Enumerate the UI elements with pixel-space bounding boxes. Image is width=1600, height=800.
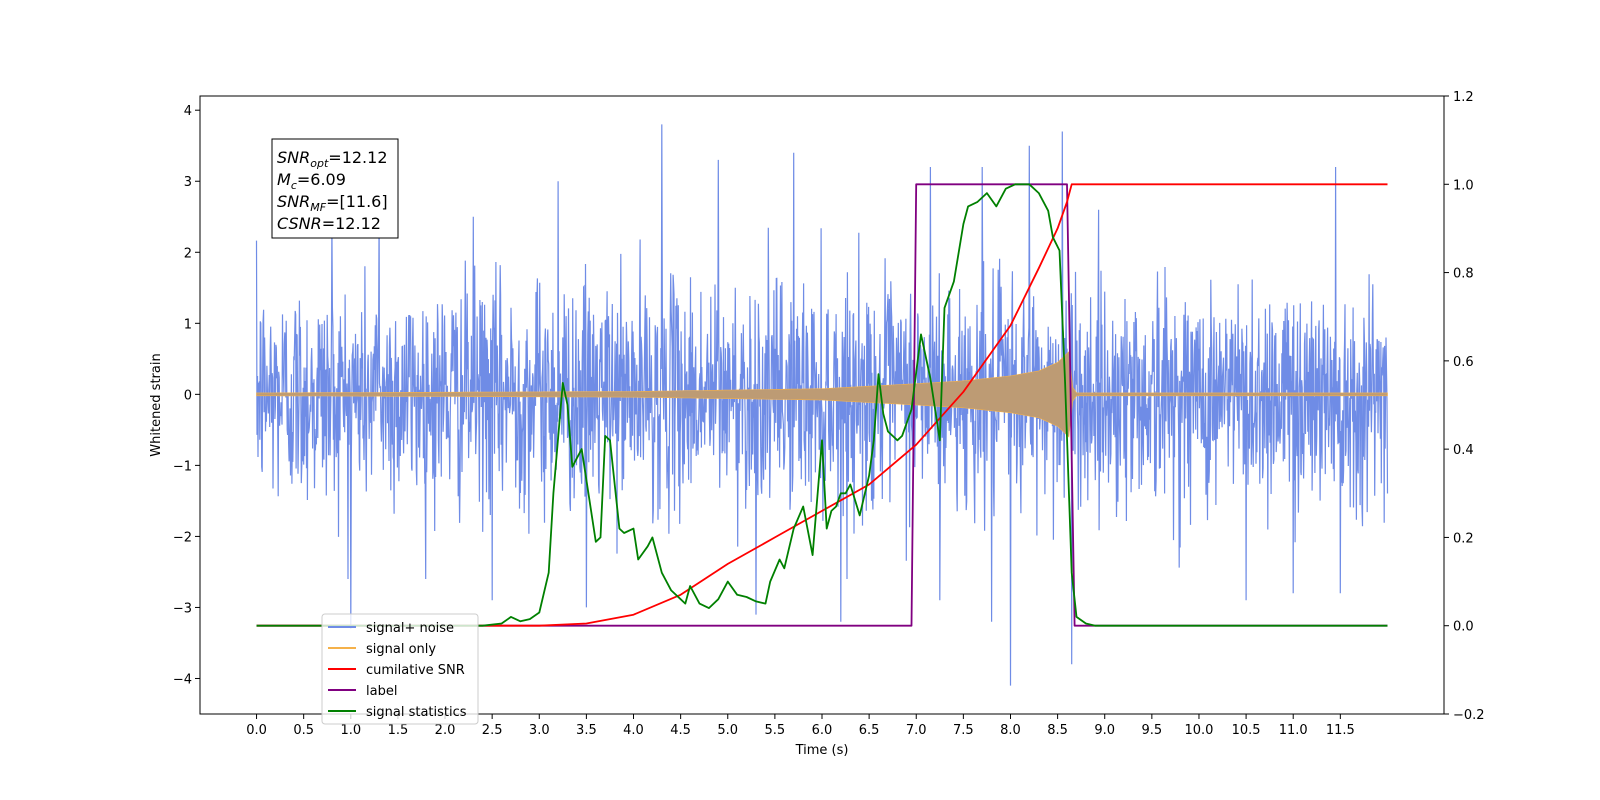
x-tick-label: 6.0 <box>812 723 833 738</box>
x-tick-label: 5.0 <box>717 723 738 738</box>
y-axis-left: 4 3 2 1 0 −1 −2 −3 −4 <box>173 104 200 687</box>
x-tick-label: 8.0 <box>1000 723 1021 738</box>
stats-annotation-box: SNRopt=12.12Mc=6.09SNRMF=[11.6]CSNR=12.1… <box>271 138 399 239</box>
y-tick-label: −2 <box>173 530 192 545</box>
legend-label: label <box>366 684 397 699</box>
y-tick-label: −3 <box>173 601 192 616</box>
x-tick-label: 10.5 <box>1232 723 1261 738</box>
x-axis-label: Time (s) <box>795 743 849 758</box>
x-tick-label: 9.0 <box>1094 723 1115 738</box>
x-tick-label: 8.5 <box>1047 723 1068 738</box>
y-tick-label: −1 <box>173 459 192 474</box>
y-tick-label: 1 <box>184 317 192 332</box>
x-tick-label: 2.0 <box>435 723 456 738</box>
x-tick-label: 4.5 <box>670 723 691 738</box>
annotation-line: SNRMF=[11.6] <box>277 192 388 214</box>
annotation-line: Mc=6.09 <box>277 170 346 192</box>
signal-noise-line <box>255 124 1389 686</box>
legend: signal+ noise signal only cumilative SNR la… <box>321 613 479 725</box>
legend-label: cumilative SNR <box>366 663 465 678</box>
y2-tick-label: 0.4 <box>1453 443 1474 458</box>
x-axis: 0.0 0.5 1.0 1.5 2.0 2.5 3.0 3.5 4.0 4.5 5.0 5.5 6.0 6… <box>246 714 1355 738</box>
legend-label: signal statistics <box>366 705 467 720</box>
x-tick-label: 11.5 <box>1326 723 1355 738</box>
y-axis-right: 1.2 1.0 0.8 0.6 0.4 0.2 0.0 −0.2 <box>1444 90 1485 723</box>
signal-only-series <box>256 351 1388 438</box>
legend-frame <box>321 613 479 725</box>
y2-tick-label: 0.2 <box>1453 531 1474 546</box>
y2-tick-label: 0.6 <box>1453 355 1474 370</box>
x-tick-label: 0.5 <box>293 723 314 738</box>
y-tick-label: 4 <box>184 104 192 119</box>
y2-tick-label: 0.8 <box>1453 267 1474 282</box>
annotation-line: SNRopt=12.12 <box>277 148 388 170</box>
x-tick-label: 9.5 <box>1142 723 1163 738</box>
signal-noise-series <box>255 124 1389 686</box>
x-tick-label: 0.0 <box>246 723 267 738</box>
annotation-line: CSNR=12.12 <box>277 214 381 233</box>
x-tick-label: 5.5 <box>765 723 786 738</box>
x-tick-label: 3.0 <box>529 723 550 738</box>
x-tick-label: 10.0 <box>1184 723 1213 738</box>
signal-only-line <box>256 351 1388 438</box>
x-tick-label: 2.5 <box>482 723 503 738</box>
y2-tick-label: 1.0 <box>1453 178 1474 193</box>
x-tick-label: 7.5 <box>953 723 974 738</box>
x-tick-label: 7.0 <box>906 723 927 738</box>
y-tick-label: 0 <box>184 388 192 403</box>
right-axis-series <box>256 183 1388 627</box>
signal-statistics-line <box>256 183 1388 627</box>
x-tick-label: 1.5 <box>388 723 409 738</box>
y2-tick-label: −0.2 <box>1453 708 1485 723</box>
x-tick-label: 4.0 <box>623 723 644 738</box>
x-tick-label: 3.5 <box>576 723 597 738</box>
y-tick-label: 2 <box>184 246 192 261</box>
x-tick-label: 1.0 <box>340 723 361 738</box>
cumilative-snr-line <box>256 183 1388 627</box>
y2-tick-label: 1.2 <box>1453 90 1474 105</box>
x-tick-label: 11.0 <box>1279 723 1308 738</box>
y-tick-label: 3 <box>184 175 192 190</box>
x-tick-label: 6.5 <box>859 723 880 738</box>
y-tick-label: −4 <box>173 672 192 687</box>
annotation-frame <box>271 138 399 239</box>
legend-label: signal only <box>366 642 436 657</box>
y2-tick-label: 0.0 <box>1453 620 1474 635</box>
y-axis-label: Whitened strain <box>149 353 164 456</box>
legend-label: signal+ noise <box>366 621 454 636</box>
